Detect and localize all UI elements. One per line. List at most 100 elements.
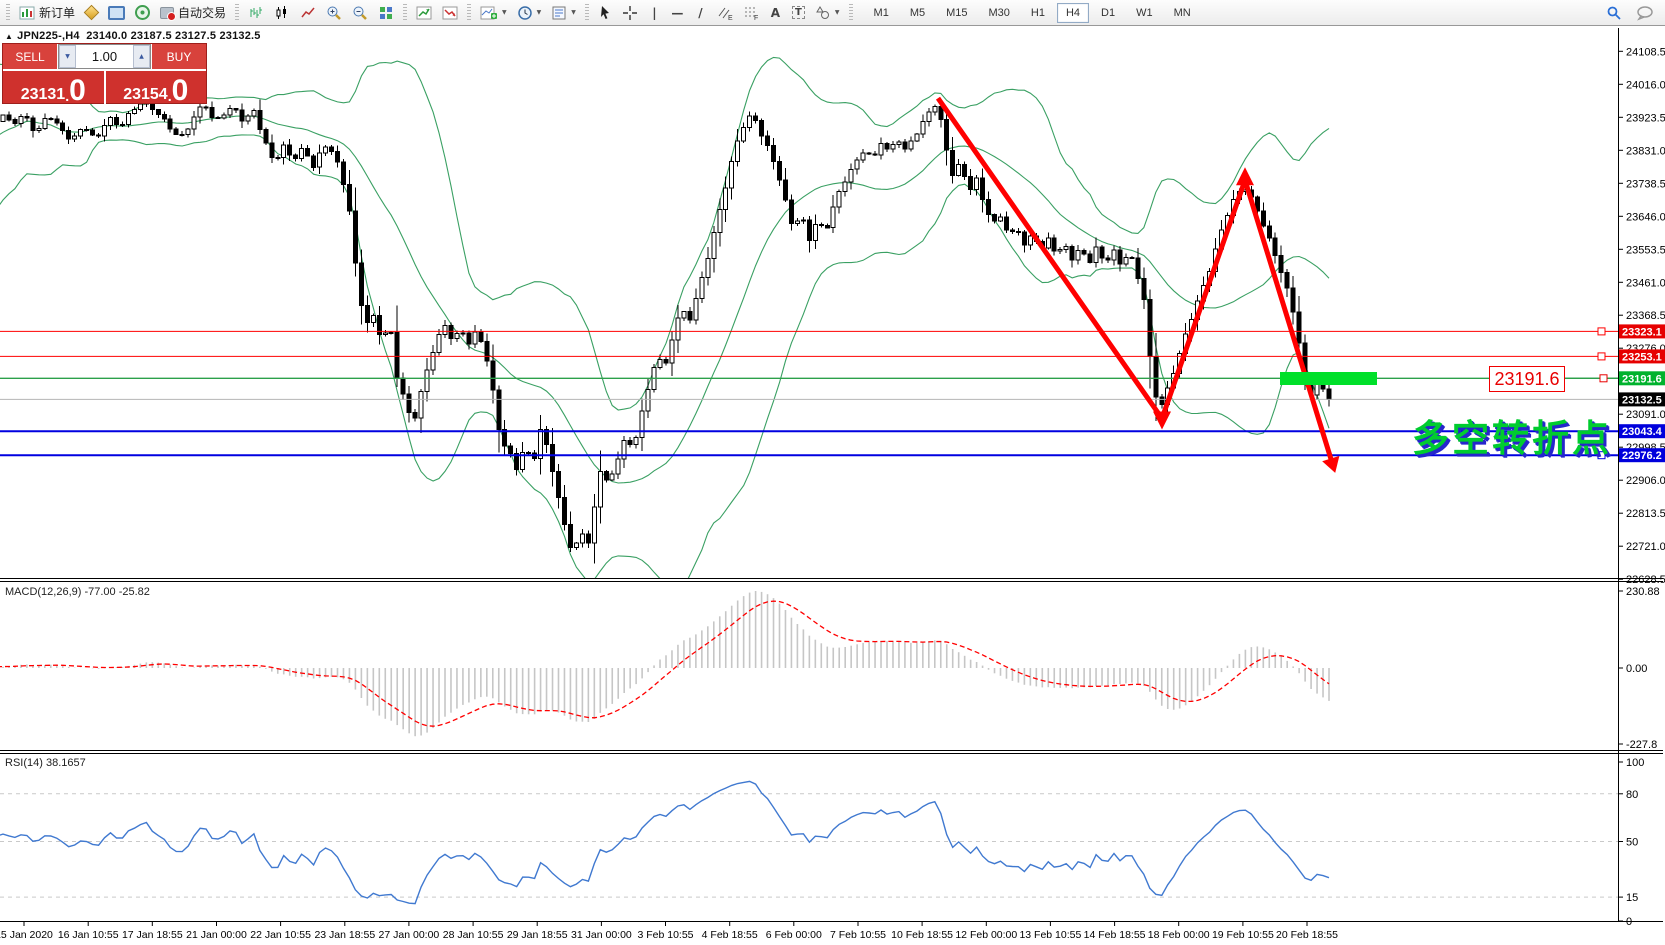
periods-button[interactable]: ▼ (512, 2, 547, 24)
svg-text:22721.0: 22721.0 (1626, 541, 1665, 553)
template-icon (552, 6, 566, 19)
buy-price[interactable]: 23154. 0 (106, 71, 207, 106)
macd-label: MACD(12,26,9) -77.00 -25.82 (5, 586, 150, 598)
candlestick-chart-icon (276, 5, 287, 19)
volume-decrease-button[interactable]: ▼ (59, 45, 76, 68)
svg-text:80: 80 (1626, 789, 1638, 801)
horizontal-levels[interactable] (0, 327, 1618, 460)
vertical-line-icon: | (652, 5, 657, 20)
volume-increase-button[interactable]: ▲ (133, 45, 150, 68)
time-axis[interactable]: 15 Jan 2020 16 Jan 10:55 17 Jan 18:55 21 Ja… (0, 921, 1338, 941)
chat-button[interactable] (1631, 2, 1659, 24)
svg-text:20 Feb 18:55: 20 Feb 18:55 (1276, 929, 1338, 941)
svg-text:0.00: 0.00 (1626, 663, 1647, 675)
shapes-icon (816, 5, 829, 19)
price-annotation-box[interactable]: 23191.6 (1489, 366, 1565, 393)
timeframe-m15[interactable]: M15 (937, 3, 976, 23)
channel-tool-button[interactable]: E (712, 2, 738, 24)
svg-text:22813.5: 22813.5 (1626, 508, 1665, 520)
svg-text:22628.5: 22628.5 (1626, 574, 1665, 586)
sell-button[interactable]: SELL (3, 44, 58, 69)
zoom-out-button[interactable] (347, 2, 373, 24)
svg-text:50: 50 (1626, 837, 1638, 849)
svg-text:23091.0: 23091.0 (1626, 409, 1665, 421)
text-icon: A (770, 5, 781, 20)
panel-separators[interactable] (0, 578, 1663, 922)
price-axis[interactable]: 24108.5 24016.0 23923.5 23831.0 23738.5 23646… (1618, 28, 1665, 928)
horizontal-line-icon: — (671, 5, 684, 20)
horizontal-line-tool-button[interactable]: — (666, 2, 689, 24)
toolbar-grip[interactable] (6, 3, 10, 22)
svg-text:22906.0: 22906.0 (1626, 475, 1665, 487)
add-indicator-button[interactable]: ▼ (475, 2, 512, 24)
toolbar-grip[interactable] (584, 3, 589, 22)
chart-window: 24108.5 24016.0 23923.5 23831.0 23738.5 23646… (0, 27, 1665, 945)
search-button[interactable] (1601, 2, 1627, 24)
svg-text:3 Feb 10:55: 3 Feb 10:55 (637, 929, 693, 941)
timeframe-m1[interactable]: M1 (865, 3, 898, 23)
highlight-rectangle[interactable] (1280, 371, 1377, 385)
new-order-button[interactable]: 新订单 (14, 2, 80, 24)
chat-icon (1637, 5, 1653, 21)
svg-text:12 Feb 00:00: 12 Feb 00:00 (955, 929, 1017, 941)
svg-text:-227.8: -227.8 (1626, 739, 1657, 751)
timeframe-d1[interactable]: D1 (1092, 3, 1124, 23)
timeframe-h4[interactable]: H4 (1056, 2, 1090, 23)
autotrading-button[interactable]: 自动交易 (155, 2, 231, 24)
label-tool-button[interactable]: T (787, 2, 810, 24)
trend-arrows[interactable] (935, 96, 1340, 473)
timeframe-mn[interactable]: MN (1165, 3, 1200, 23)
toolbar-grip[interactable] (467, 3, 472, 22)
toolbar-right-group (1601, 2, 1663, 24)
svg-text:23553.5: 23553.5 (1626, 244, 1665, 256)
bar-chart-button[interactable] (243, 2, 269, 24)
svg-text:23253.1: 23253.1 (1622, 351, 1662, 363)
crosshair-tool-button[interactable] (617, 2, 643, 24)
tile-windows-button[interactable] (373, 2, 399, 24)
timeframe-h1[interactable]: H1 (1022, 3, 1054, 23)
sell-price[interactable]: 23131. 0 (3, 71, 106, 106)
fibonacci-tool-button[interactable]: F (738, 2, 764, 24)
toolbar-grip[interactable] (235, 3, 240, 22)
svg-text:E: E (728, 15, 733, 21)
new-order-icon (19, 6, 35, 19)
svg-text:23191.6: 23191.6 (1622, 373, 1662, 385)
svg-text:27 Jan 00:00: 27 Jan 00:00 (379, 929, 440, 941)
charts-stack-button[interactable] (80, 2, 103, 24)
toolbar-grip[interactable] (848, 3, 853, 22)
new-chart-button[interactable] (411, 2, 437, 24)
autotrading-icon (160, 6, 177, 21)
timeframe-m30[interactable]: M30 (980, 3, 1019, 23)
trendline-tool-button[interactable]: / (689, 2, 712, 24)
svg-text:24016.0: 24016.0 (1626, 79, 1665, 91)
vertical-line-tool-button[interactable]: | (643, 2, 666, 24)
profiles-button[interactable] (437, 2, 463, 24)
timeframe-m5[interactable]: M5 (901, 3, 934, 23)
chart-canvas[interactable]: 24108.5 24016.0 23923.5 23831.0 23738.5 23646… (0, 27, 1665, 945)
templates-button[interactable]: ▼ (546, 2, 581, 24)
svg-text:230.88: 230.88 (1626, 586, 1660, 598)
text-tool-button[interactable]: A (764, 2, 787, 24)
buy-button[interactable]: BUY (151, 44, 206, 69)
macd-histogram (2, 591, 1330, 737)
line-chart-button[interactable] (295, 2, 321, 24)
svg-text:23323.1: 23323.1 (1622, 326, 1662, 338)
candles-layer (0, 95, 1332, 564)
symbol-name: JPN225-,H4 (17, 30, 80, 42)
toolbar-grip[interactable] (403, 3, 408, 22)
chinese-annotation[interactable]: 多空转折点 (1412, 418, 1612, 459)
tile-windows-icon (380, 6, 393, 19)
candlestick-chart-button[interactable] (269, 2, 295, 24)
svg-text:23 Jan 18:55: 23 Jan 18:55 (314, 929, 375, 941)
timeframe-w1[interactable]: W1 (1127, 3, 1162, 23)
volume-input[interactable] (76, 45, 133, 68)
terminal-button[interactable] (103, 2, 130, 24)
shapes-tool-button[interactable]: ▼ (810, 2, 845, 24)
new-chart-icon (416, 6, 432, 19)
signals-button[interactable] (130, 2, 155, 24)
collapse-icon[interactable]: ▲ (5, 32, 14, 41)
svg-text:23738.5: 23738.5 (1626, 178, 1665, 190)
cursor-tool-button[interactable] (593, 2, 617, 24)
zoom-in-button[interactable] (321, 2, 347, 24)
profiles-icon (442, 6, 458, 19)
